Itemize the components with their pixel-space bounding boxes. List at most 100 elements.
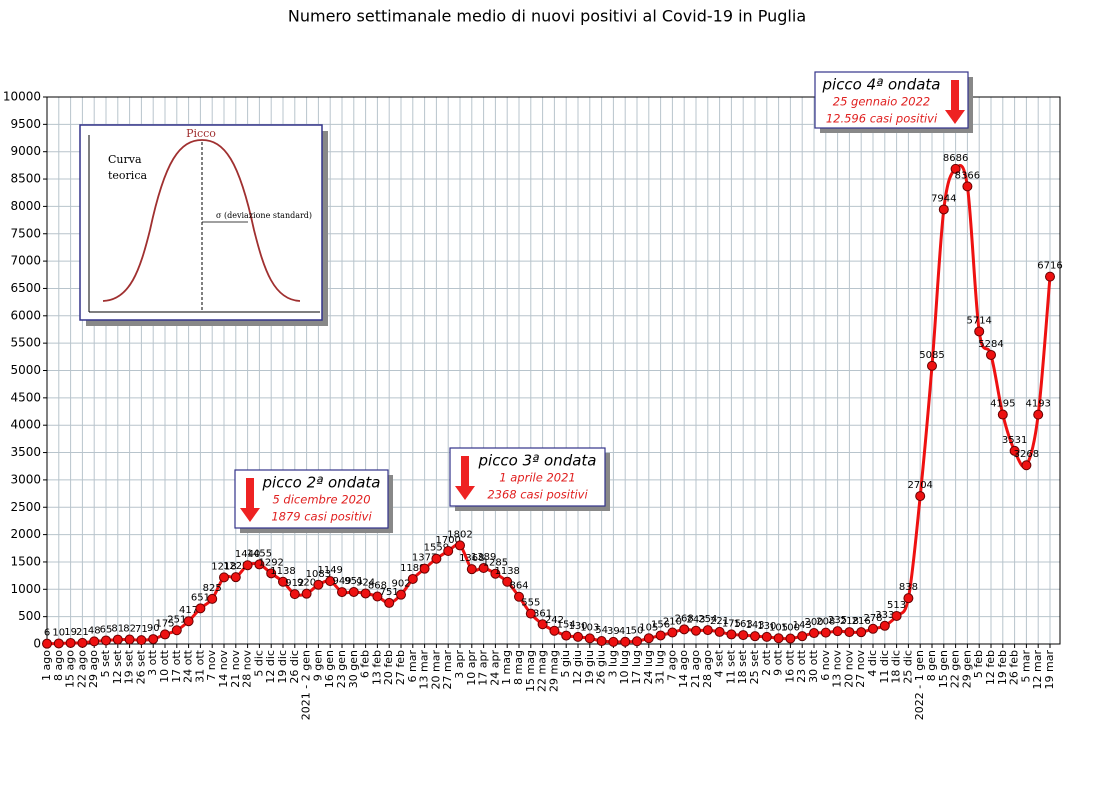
x-tick-label: 1 ago: [40, 650, 53, 681]
x-tick-label: 28 ago: [701, 650, 714, 688]
y-tick-label: 9500: [10, 117, 41, 131]
point: [490, 568, 501, 579]
value-label: 154: [557, 620, 576, 631]
point: [325, 576, 336, 587]
value-label: 103: [580, 622, 599, 633]
value-label: 1083: [306, 569, 331, 580]
point: [1045, 271, 1055, 282]
value-label: 156: [651, 619, 670, 630]
point: [207, 593, 218, 604]
value-label: 4195: [990, 399, 1015, 410]
x-tick-label: 17 lug: [630, 650, 643, 685]
x-tick-label: 26 dic: [288, 650, 301, 684]
point: [77, 637, 88, 648]
value-label: 949: [332, 576, 351, 587]
value-label: 19: [64, 627, 77, 638]
point: [915, 491, 926, 502]
x-tick-label: 26 feb: [1008, 650, 1021, 685]
point: [419, 563, 430, 574]
y-tick-label: 8500: [10, 172, 41, 186]
value-label: 200: [804, 617, 823, 628]
annotation-cases: 2368 casi positivi: [487, 488, 588, 502]
x-tick-label: 20 nov: [842, 650, 855, 688]
point: [337, 587, 347, 598]
point: [691, 625, 701, 636]
value-label: 54: [595, 625, 608, 636]
x-tick-label: 27 nov: [854, 650, 867, 688]
y-tick-label: 4500: [10, 390, 41, 404]
annotation-cases: 1879 casi positivi: [271, 510, 372, 524]
point: [1033, 409, 1044, 420]
value-label: 175: [722, 618, 741, 629]
value-label: 39: [607, 626, 620, 637]
x-tick-label: 8 gen: [925, 650, 938, 681]
value-label: 210: [663, 617, 682, 628]
annotation-date: 5 dicembre 2020: [272, 493, 370, 507]
x-tick-label: 29 gen: [960, 650, 973, 688]
point: [738, 630, 749, 641]
x-tick-label: 26 giu: [595, 650, 608, 685]
y-tick-label: 4000: [10, 418, 41, 432]
value-label: 175: [155, 618, 174, 629]
annotation-arrow: [945, 80, 965, 124]
x-tick-label: 19 dic: [276, 650, 289, 684]
x-tick-label: 25 set: [748, 649, 761, 684]
point: [466, 564, 477, 575]
x-tick-label: 11 dic: [878, 650, 891, 684]
point: [372, 591, 383, 602]
x-tick-label: 19 giu: [583, 650, 596, 685]
value-label: 268: [675, 613, 694, 624]
point: [171, 625, 182, 636]
value-label: 924: [356, 577, 375, 588]
point: [809, 628, 819, 639]
value-label: 130: [757, 621, 776, 632]
point: [112, 634, 123, 645]
value-label: 361: [533, 608, 552, 619]
value-label: 751: [380, 587, 399, 598]
point: [42, 638, 52, 649]
x-tick-label: 31 lug: [654, 650, 667, 685]
series-line: [46, 164, 1052, 646]
value-label: 651: [191, 592, 210, 603]
point: [596, 636, 607, 647]
point: [407, 573, 418, 584]
value-label: 838: [899, 582, 918, 593]
x-tick-label: 1 mag: [500, 650, 513, 685]
value-label: 251: [167, 614, 186, 625]
x-tick-label: 5 dic: [252, 650, 265, 677]
value-label: 221: [710, 616, 729, 627]
x-tick-label: 13 nov: [831, 650, 844, 688]
value-label: 235: [828, 615, 847, 626]
value-label: 5085: [919, 350, 944, 361]
x-tick-label: 4 dic: [866, 650, 879, 677]
value-label: 4193: [1025, 399, 1050, 410]
inset-box: [79, 124, 323, 321]
x-tick-label: 12 mar: [1031, 650, 1044, 690]
point: [219, 572, 229, 583]
x-tick-label: 17 ott: [170, 649, 183, 683]
point: [502, 576, 513, 587]
value-label: 1440: [235, 549, 260, 560]
x-tick-label: 29 ago: [87, 650, 100, 688]
x-tick-label: 12 giu: [571, 650, 584, 685]
value-label: 65: [100, 624, 113, 635]
point: [667, 627, 678, 638]
y-tick-label: 6500: [10, 281, 41, 295]
x-tick-label: 27 mar: [441, 650, 454, 690]
value-label: 1389: [471, 552, 496, 563]
value-label: 6716: [1037, 261, 1062, 272]
value-label: 1700: [435, 535, 460, 546]
x-tick-label: 5 feb: [972, 650, 985, 678]
point: [160, 629, 170, 640]
x-tick-label: 10 apr: [465, 650, 478, 686]
x-tick-label: 9 ott: [772, 649, 785, 676]
x-tick-label: 6 nov: [819, 650, 832, 681]
value-label: 1189: [400, 563, 425, 574]
point: [561, 630, 572, 641]
x-tick-label: 2022 - 1 gen: [913, 650, 926, 720]
y-tick-label: 10000: [3, 90, 41, 104]
point: [266, 568, 277, 579]
value-label: 1292: [258, 557, 283, 568]
point: [974, 326, 985, 337]
